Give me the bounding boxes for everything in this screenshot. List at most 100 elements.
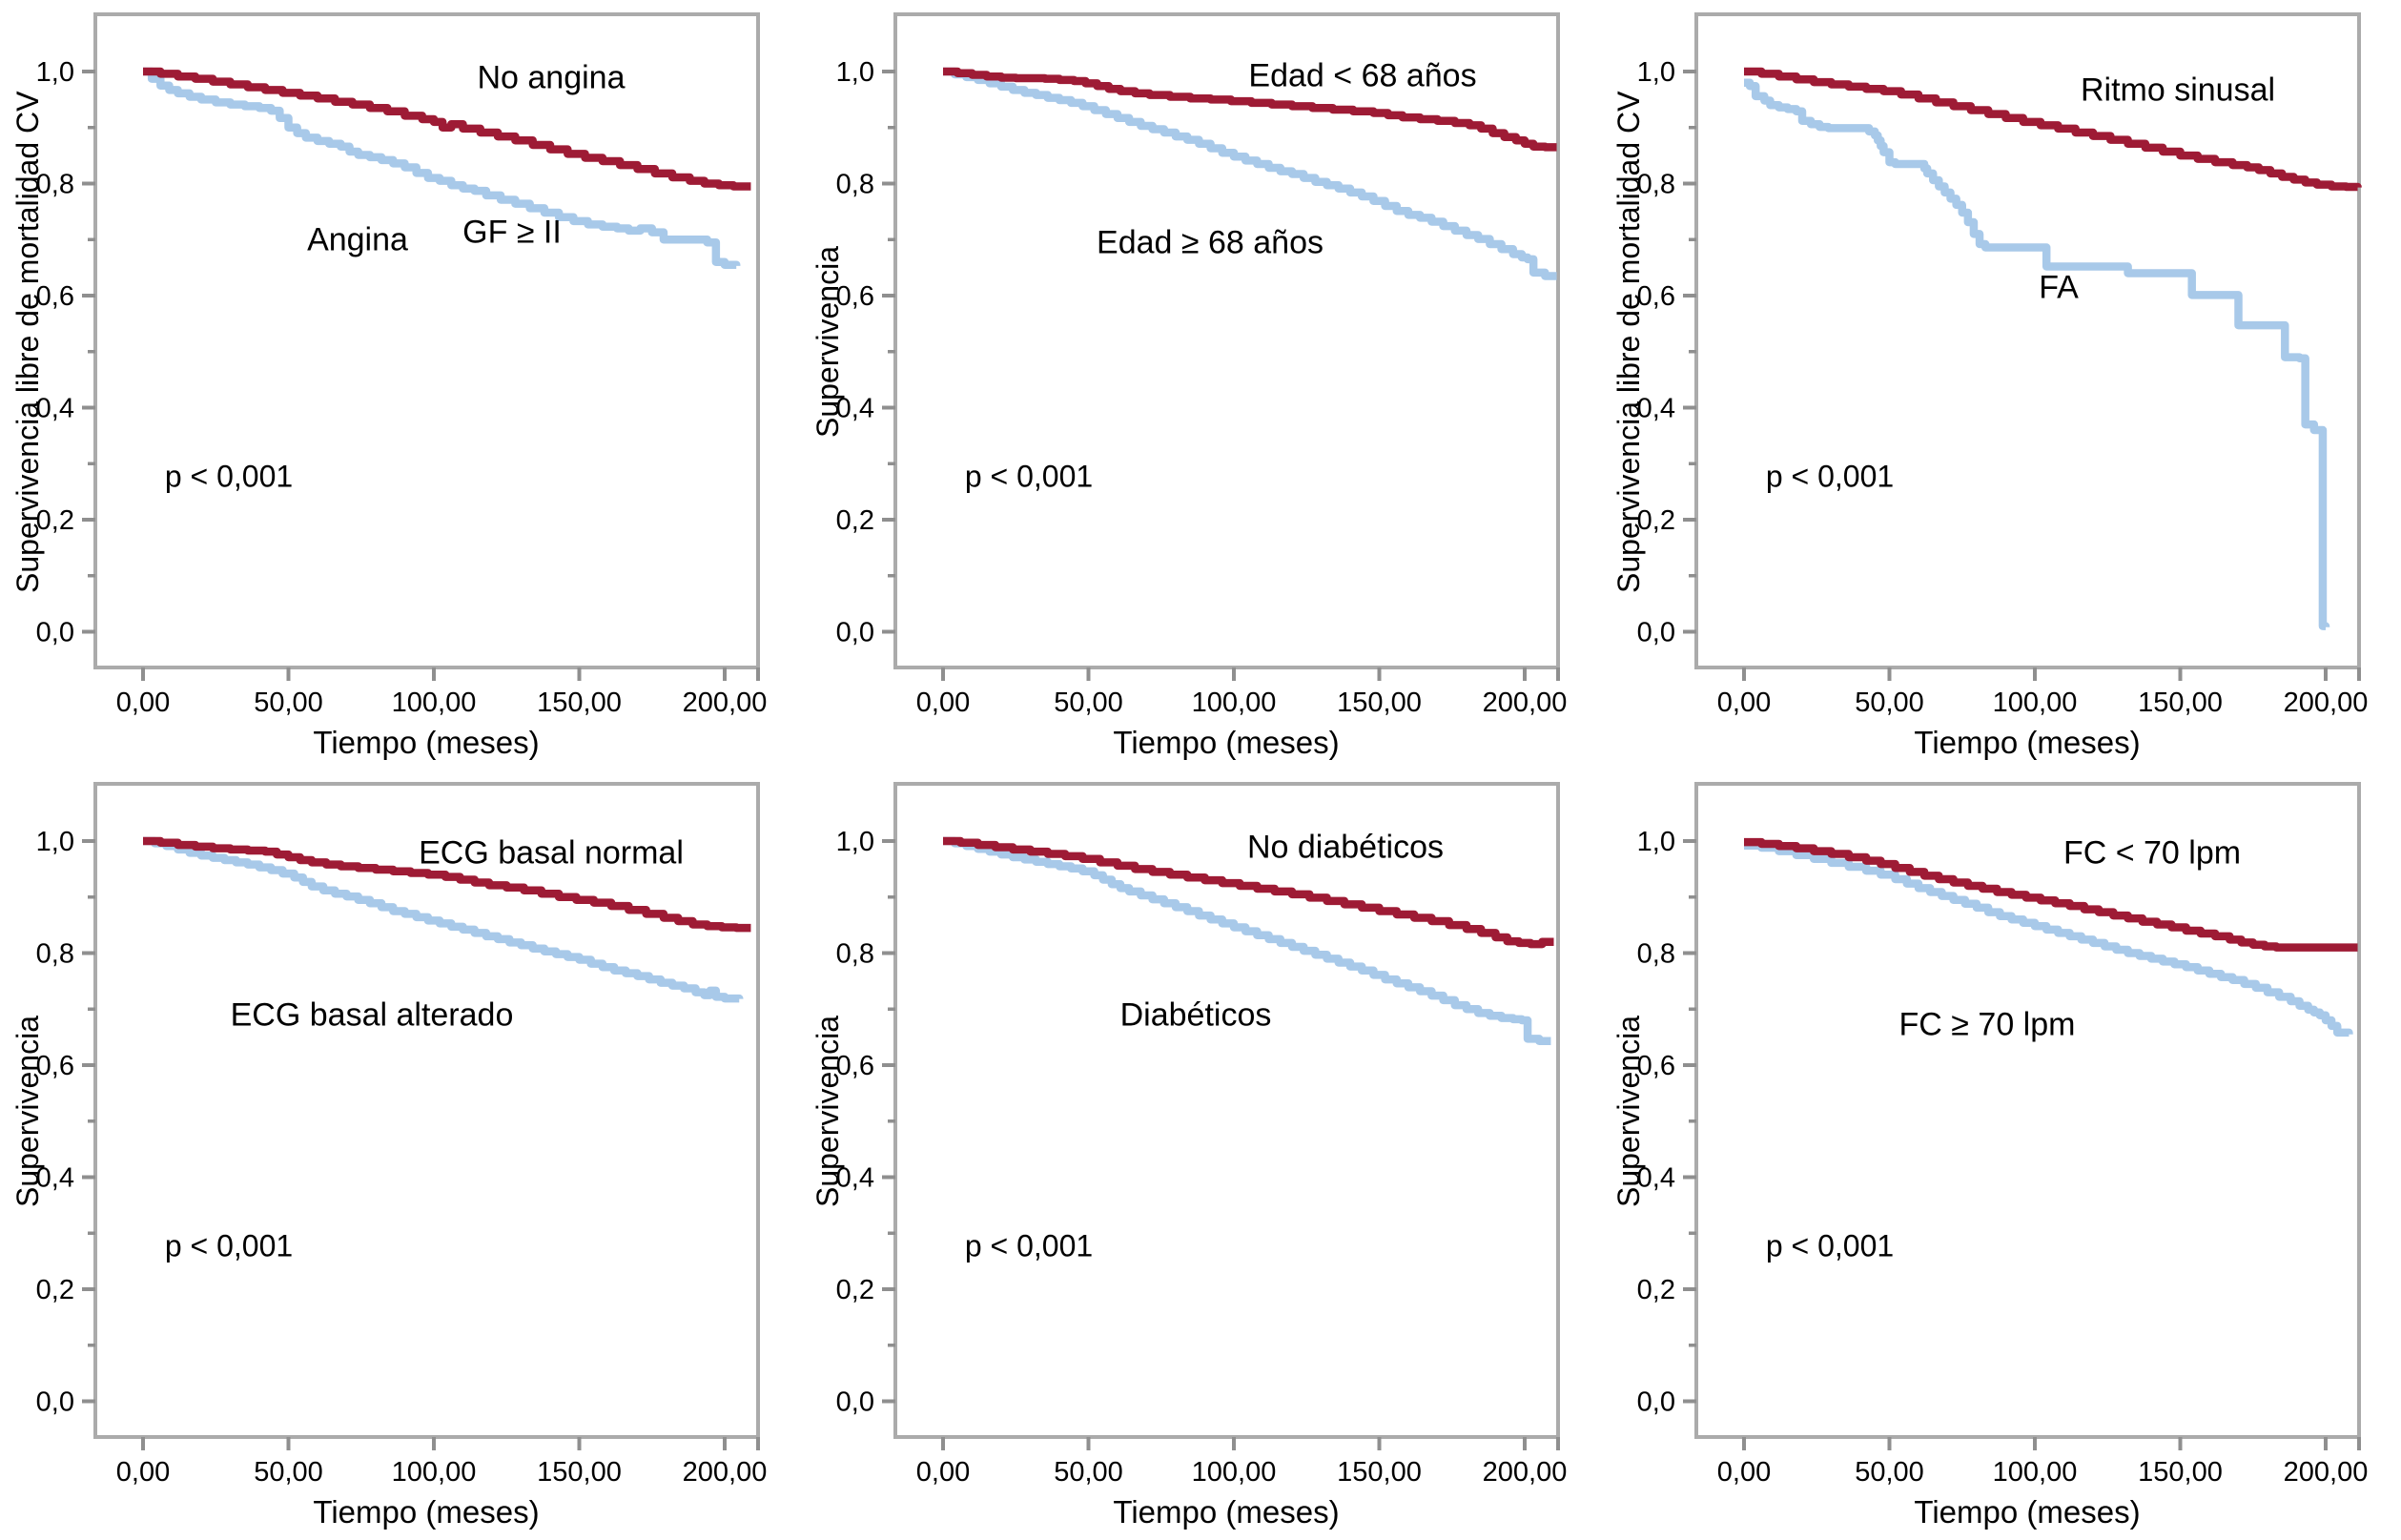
y-tick-label: 0,2 bbox=[36, 505, 74, 536]
p-value-label: p < 0,001 bbox=[164, 1228, 294, 1263]
panel-fc: Supervivencia 1,0 0,8 0,6 0,4 0,2 0,0 0,00 50,0… bbox=[1601, 770, 2401, 1540]
survival-curve-blue bbox=[1744, 78, 2330, 630]
x-tick-label: 100,00 bbox=[392, 1457, 477, 1488]
survival-curve-red bbox=[943, 836, 1554, 949]
p-value-label: p < 0,001 bbox=[1765, 1228, 1895, 1263]
plot-border bbox=[893, 12, 1560, 669]
km-plot-svg: 1,0 0,8 0,6 0,4 0,2 0,0 0,00 50,00 100,00 150,00 2… bbox=[36, 12, 768, 718]
p-value-label: p < 0,001 bbox=[964, 1228, 1094, 1263]
x-tick-label: 200,00 bbox=[683, 1457, 768, 1488]
y-tick-label: 0,8 bbox=[36, 939, 74, 970]
panel-edad: Supervivencia 1,0 0,8 0,6 0,4 0,2 0,0 0,00 50,0… bbox=[800, 0, 1601, 770]
y-tick-label: 0,0 bbox=[1637, 1387, 1675, 1418]
curve-label-blue: ECG basal alterado bbox=[230, 996, 514, 1034]
x-tick-label: 200,00 bbox=[683, 688, 768, 718]
x-axis-title: Tiempo (meses) bbox=[1914, 725, 2141, 760]
x-tick-label: 0,00 bbox=[116, 1457, 170, 1488]
curve-label-red: ECG basal normal bbox=[419, 834, 684, 872]
x-tick-label: 50,00 bbox=[254, 688, 323, 718]
plot-border bbox=[893, 782, 1560, 1439]
y-tick-label: 0,6 bbox=[836, 281, 874, 312]
x-tick-label: 50,00 bbox=[1054, 1457, 1123, 1488]
curve-label-blue-2: GF ≥ II bbox=[462, 214, 562, 251]
y-tick-label: 0,2 bbox=[836, 505, 874, 536]
panel-diabetes: Supervivencia 1,0 0,8 0,6 0,4 0,2 0,0 0,00 50,0… bbox=[800, 770, 1601, 1540]
km-plot-svg: 1,0 0,8 0,6 0,4 0,2 0,0 0,00 50,00 100,00 150,00 2… bbox=[1637, 782, 2369, 1488]
y-tick-label: 1,0 bbox=[36, 827, 74, 857]
x-axis-title: Tiempo (meses) bbox=[313, 725, 540, 760]
y-tick-label: 0,2 bbox=[836, 1275, 874, 1305]
y-tick-label: 0,0 bbox=[36, 1387, 74, 1418]
y-tick-label: 0,2 bbox=[1637, 505, 1675, 536]
y-tick-label: 0,8 bbox=[1637, 939, 1675, 970]
y-tick-label: 0,6 bbox=[836, 1051, 874, 1081]
x-axis-title: Tiempo (meses) bbox=[1914, 1494, 2141, 1530]
x-tick-label: 0,00 bbox=[1717, 1457, 1771, 1488]
x-tick-label: 150,00 bbox=[537, 1457, 622, 1488]
x-tick-label: 50,00 bbox=[1855, 688, 1924, 718]
x-axis-title: Tiempo (meses) bbox=[1113, 725, 1340, 760]
survival-curve-blue bbox=[143, 67, 741, 269]
y-tick-label: 0,4 bbox=[36, 1163, 74, 1194]
y-tick-label: 0,6 bbox=[1637, 1051, 1675, 1081]
x-tick-label: 150,00 bbox=[1337, 688, 1422, 718]
x-tick-label: 50,00 bbox=[1054, 688, 1123, 718]
survival-curve-red bbox=[1744, 837, 2358, 952]
x-tick-label: 100,00 bbox=[1993, 688, 2078, 718]
x-tick-label: 100,00 bbox=[392, 688, 477, 718]
curve-label-blue: Diabéticos bbox=[1119, 996, 1272, 1034]
p-value-label: p < 0,001 bbox=[964, 459, 1094, 494]
x-tick-label: 200,00 bbox=[2284, 688, 2369, 718]
survival-curve-red bbox=[143, 836, 751, 933]
curve-label-blue: Edad ≥ 68 años bbox=[1097, 224, 1324, 261]
y-tick-label: 0,0 bbox=[1637, 618, 1675, 648]
curve-label-red: FC < 70 lpm bbox=[2062, 834, 2242, 872]
plot-border bbox=[93, 782, 760, 1439]
y-tick-label: 0,2 bbox=[1637, 1275, 1675, 1305]
x-tick-label: 0,00 bbox=[916, 1457, 970, 1488]
y-tick-label: 0,6 bbox=[36, 1051, 74, 1081]
plot-border bbox=[1694, 782, 2361, 1439]
survival-curve-blue bbox=[1744, 841, 2353, 1037]
y-tick-label: 0,8 bbox=[1637, 170, 1675, 200]
y-tick-label: 1,0 bbox=[836, 827, 874, 857]
curve-label-red: No diabéticos bbox=[1246, 829, 1445, 866]
km-plot-svg: 1,0 0,8 0,6 0,4 0,2 0,0 0,00 50,00 100,00 150,00 2… bbox=[836, 12, 1568, 718]
x-tick-label: 0,00 bbox=[116, 688, 170, 718]
x-axis-title: Tiempo (meses) bbox=[313, 1494, 540, 1530]
y-tick-label: 0,6 bbox=[1637, 281, 1675, 312]
curve-label-blue: FC ≥ 70 lpm bbox=[1898, 1006, 2076, 1043]
x-tick-label: 150,00 bbox=[2138, 1457, 2223, 1488]
curve-label-blue: Angina bbox=[307, 221, 408, 258]
x-tick-label: 150,00 bbox=[1337, 1457, 1422, 1488]
survival-curve-red bbox=[143, 67, 751, 191]
x-tick-label: 200,00 bbox=[2284, 1457, 2369, 1488]
y-tick-label: 1,0 bbox=[1637, 827, 1675, 857]
x-tick-label: 200,00 bbox=[1483, 688, 1568, 718]
survival-curve-blue bbox=[943, 836, 1551, 1045]
p-value-label: p < 0,001 bbox=[164, 459, 294, 494]
x-tick-label: 150,00 bbox=[537, 688, 622, 718]
y-tick-label: 0,8 bbox=[836, 170, 874, 200]
x-tick-label: 0,00 bbox=[1717, 688, 1771, 718]
y-tick-label: 0,2 bbox=[36, 1275, 74, 1305]
panel-ritmo: Supervivencia libre de mortalidad CV 1,0… bbox=[1601, 0, 2401, 770]
y-tick-label: 1,0 bbox=[836, 57, 874, 88]
y-tick-label: 0,0 bbox=[836, 1387, 874, 1418]
y-tick-label: 0,4 bbox=[1637, 394, 1675, 424]
curve-label-red: Ritmo sinusal bbox=[2080, 72, 2276, 109]
curve-label-blue: FA bbox=[2039, 269, 2079, 306]
survival-curve-red bbox=[1744, 67, 2362, 192]
plot-border bbox=[93, 12, 760, 669]
y-tick-label: 0,4 bbox=[836, 394, 874, 424]
panel-angina: Supervivencia libre de mortalidad CV 1,0… bbox=[0, 0, 800, 770]
x-tick-label: 100,00 bbox=[1192, 688, 1277, 718]
y-tick-label: 0,8 bbox=[36, 170, 74, 200]
y-tick-label: 0,4 bbox=[36, 394, 74, 424]
x-tick-label: 200,00 bbox=[1483, 1457, 1568, 1488]
y-tick-label: 0,8 bbox=[836, 939, 874, 970]
y-tick-label: 0,6 bbox=[36, 281, 74, 312]
y-tick-label: 0,0 bbox=[36, 618, 74, 648]
survival-curve-blue bbox=[943, 67, 1557, 280]
